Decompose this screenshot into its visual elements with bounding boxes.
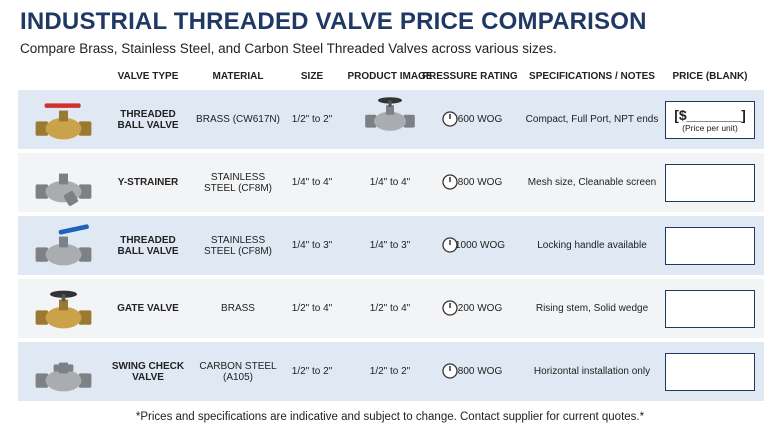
size: 1/4" to 4" bbox=[291, 177, 333, 188]
material: STAINLESS STEEL (CF8M) bbox=[204, 171, 272, 194]
specs: Mesh size, Cleanable screen bbox=[527, 177, 657, 188]
pressure: 1000 WOG bbox=[454, 240, 506, 251]
specs: Rising stem, Solid wedge bbox=[535, 303, 649, 314]
gauge-icon bbox=[442, 174, 458, 190]
size: 1/2" to 2" bbox=[291, 114, 333, 125]
material: STAINLESS STEEL (CF8M) bbox=[204, 234, 272, 257]
subtitle: Compare Brass, Stainless Steel, and Carb… bbox=[20, 41, 557, 56]
table-row: Y-STRAINER STAINLESS STEEL (CF8M) 1/4" to … bbox=[18, 153, 764, 212]
size: 1/2" to 2" bbox=[291, 366, 333, 377]
valve-image bbox=[35, 173, 92, 206]
column-header: VALVE TYPE bbox=[117, 71, 179, 82]
valve-image bbox=[35, 224, 92, 266]
pressure: 800 WOG bbox=[457, 366, 503, 377]
column-header: PRESSURE RATING bbox=[422, 71, 518, 82]
column-header: MATERIAL bbox=[212, 71, 264, 82]
specs: Horizontal installation only bbox=[533, 366, 651, 377]
price-box bbox=[665, 353, 755, 391]
footer: *Prices and specifications are indicativ… bbox=[135, 411, 645, 423]
valve-type: GATE VALVE bbox=[117, 303, 179, 314]
price-box bbox=[665, 227, 755, 265]
product-image-text: 1/2" to 4" bbox=[369, 303, 411, 314]
specs: Locking handle available bbox=[537, 240, 647, 251]
valve-image bbox=[35, 290, 92, 329]
size: 1/4" to 3" bbox=[291, 240, 333, 251]
valve-type: SWING CHECK VALVE bbox=[111, 360, 185, 383]
table-row: THREADED BALL VALVE BRASS (CW617N) 1/2" to… bbox=[18, 90, 764, 149]
column-header: PRICE (BLANK) bbox=[672, 71, 748, 82]
title: INDUSTRIAL THREADED VALVE PRICE COMPARIS… bbox=[20, 8, 647, 35]
valve-image bbox=[35, 103, 92, 140]
price-note: (Price per unit) bbox=[682, 123, 738, 133]
price: [$_______] bbox=[674, 107, 746, 123]
pressure: 600 WOG bbox=[457, 114, 503, 125]
gauge-icon bbox=[442, 237, 458, 253]
price-box bbox=[665, 164, 755, 202]
price-box: [$_______] (Price per unit) bbox=[665, 101, 755, 139]
column-header: SPECIFICATIONS / NOTES bbox=[529, 71, 655, 82]
gauge-icon bbox=[442, 363, 458, 379]
valve-type: THREADED BALL VALVE bbox=[117, 234, 179, 257]
column-header: PRODUCT IMAGE bbox=[347, 71, 433, 82]
product-image-text: 1/4" to 3" bbox=[369, 240, 411, 251]
gauge-icon bbox=[442, 111, 458, 127]
pressure: 200 WOG bbox=[457, 303, 503, 314]
product-image-text: 1/4" to 4" bbox=[369, 177, 411, 188]
gauge-icon bbox=[442, 300, 458, 316]
valve-image bbox=[35, 362, 92, 392]
pressure: 800 WOG bbox=[457, 177, 503, 188]
material: BRASS (CW617N) bbox=[196, 114, 280, 125]
table-row: SWING CHECK VALVE CARBON STEEL (A105) 1/2"… bbox=[18, 342, 764, 401]
specs: Compact, Full Port, NPT ends bbox=[525, 114, 659, 125]
column-header: SIZE bbox=[300, 71, 324, 82]
price-box bbox=[665, 290, 755, 328]
valve-type: THREADED BALL VALVE bbox=[117, 108, 179, 131]
material: BRASS bbox=[221, 303, 255, 314]
valve-image bbox=[365, 97, 415, 131]
product-image-text: 1/2" to 2" bbox=[369, 366, 411, 377]
table-row: GATE VALVE BRASS 1/2" to 4" 1/2" to 4" 200 W… bbox=[18, 279, 764, 338]
material: CARBON STEEL (A105) bbox=[199, 360, 277, 383]
table-row: THREADED BALL VALVE STAINLESS STEEL (CF8M… bbox=[18, 216, 764, 275]
size: 1/2" to 4" bbox=[291, 303, 333, 314]
valve-type: Y-STRAINER bbox=[117, 177, 179, 188]
